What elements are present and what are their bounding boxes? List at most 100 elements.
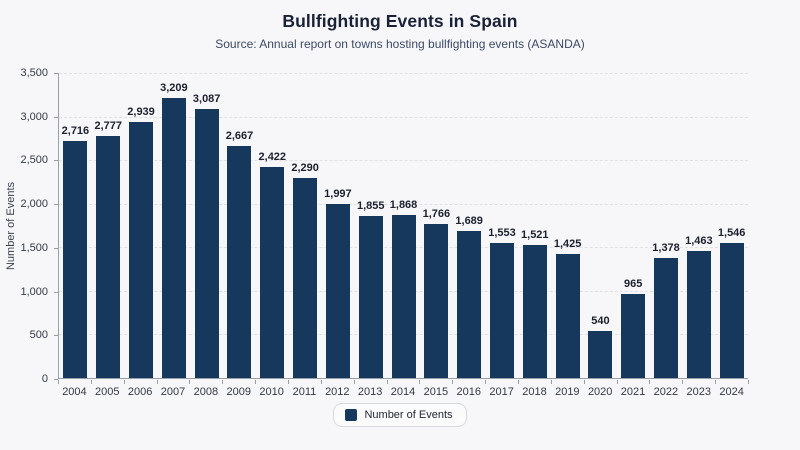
x-tick-label: 2024: [719, 386, 744, 398]
x-tick-label: 2007: [160, 386, 186, 398]
x-tick-label: 2020: [587, 386, 613, 398]
y-tick-label: 1,000: [20, 285, 48, 298]
gridline: [59, 116, 748, 118]
x-tick-label: 2021: [620, 386, 646, 398]
y-axis: 0 500 1,000 1,500 2,000 2,500 3,000 3,500: [0, 67, 58, 385]
bar-value-label: 540: [591, 314, 610, 327]
y-tick-label: 3,000: [20, 110, 48, 123]
bar-value-label: 2,939: [127, 105, 155, 118]
x-tick-label: 2018: [522, 386, 547, 398]
bar[interactable]: [588, 330, 613, 378]
legend-row: Number of Events: [0, 403, 800, 427]
bar[interactable]: [391, 215, 416, 378]
bar-value-label: 1,546: [717, 227, 746, 240]
bar-band: 3,087: [190, 73, 223, 378]
bar-value-label: 1,378: [652, 241, 680, 254]
x-tick-label: 2005: [95, 386, 120, 398]
bar-band: 965: [617, 73, 650, 378]
y-tick-label: 500: [29, 329, 48, 342]
x-tick-label: 2013: [357, 386, 383, 398]
bar[interactable]: [555, 253, 580, 378]
x-tick-mark: [386, 380, 388, 384]
x-tick-label: 2014: [390, 386, 416, 398]
gridline: [59, 73, 748, 74]
bar-band: 1,521: [518, 73, 551, 378]
bar-band: 2,777: [92, 73, 125, 378]
plot-area: 2,716 2,777 2,939 3,209 3,087 2,667 2,422 2,290…: [58, 73, 748, 379]
x-tick-mark: [485, 380, 487, 384]
x-tick-mark: [616, 380, 618, 384]
x-tick-mark: [550, 380, 552, 384]
bar[interactable]: [719, 243, 744, 378]
x-tick-label: 2017: [489, 386, 514, 398]
bar-value-label: 1,855: [356, 200, 385, 213]
x-tick-mark: [189, 380, 191, 384]
bar[interactable]: [161, 98, 186, 378]
bar[interactable]: [227, 145, 252, 378]
x-tick-label: 2022: [653, 386, 679, 398]
x-tick-mark: [255, 380, 257, 384]
bar[interactable]: [621, 293, 646, 378]
bar-value-label: 1,868: [389, 199, 418, 212]
gridline: [59, 203, 748, 205]
bar-value-label: 1,463: [685, 234, 713, 247]
bar-band: 1,855: [354, 73, 387, 378]
x-tick-label: 2011: [292, 386, 317, 398]
x-tick-labels: 2004 2005 2006 2007 2008 2009 2010 2011 2012 2013…: [58, 386, 748, 398]
bar-band: 1,766: [420, 73, 453, 378]
bar[interactable]: [63, 141, 88, 378]
legend-swatch-icon: [345, 409, 358, 421]
bar[interactable]: [654, 257, 678, 378]
bars-container: 2,716 2,777 2,939 3,209 3,087 2,667 2,422 2,290…: [59, 73, 748, 378]
bar[interactable]: [457, 230, 482, 378]
y-tick-label: 2,000: [20, 198, 48, 211]
bar-value-label: 2,290: [291, 162, 319, 175]
x-tick-label: 2016: [456, 386, 481, 398]
x-tick-mark: [288, 380, 289, 384]
x-tick-mark: [320, 380, 322, 384]
bar-band: 1,463: [682, 73, 715, 378]
bar-value-label: 1,521: [521, 229, 549, 242]
bar[interactable]: [194, 109, 219, 378]
bar-value-label: 1,553: [488, 226, 516, 239]
x-tick-mark: [518, 380, 519, 384]
bar-band: 2,422: [256, 73, 289, 378]
bar-band: 1,868: [387, 73, 420, 378]
y-tick-mark: [54, 291, 58, 293]
bar[interactable]: [424, 224, 449, 378]
bar[interactable]: [129, 121, 153, 378]
y-tick-mark: [54, 335, 58, 337]
x-tick-mark: [156, 380, 158, 384]
y-tick-mark: [54, 160, 58, 162]
x-tick-label: 2012: [325, 386, 350, 398]
bar-value-label: 2,716: [61, 125, 90, 138]
x-tick-mark: [58, 380, 59, 384]
bar[interactable]: [325, 203, 350, 378]
y-tick-label: 1,500: [20, 241, 48, 254]
bar-value-label: 2,667: [225, 129, 254, 142]
legend[interactable]: Number of Events: [333, 403, 467, 427]
bar-band: 2,290: [289, 73, 322, 378]
bar[interactable]: [96, 136, 121, 378]
bar[interactable]: [686, 250, 711, 378]
bar-value-label: 1,425: [553, 237, 582, 250]
x-tick-label: 2004: [62, 386, 87, 398]
bar-band: 3,209: [157, 73, 190, 378]
y-tick-label: 3,500: [20, 67, 48, 79]
x-tick-label: 2009: [226, 386, 251, 398]
bar[interactable]: [489, 242, 514, 378]
chart-subtitle: Source: Annual report on towns hosting b…: [215, 37, 585, 51]
x-tick-mark: [649, 380, 651, 384]
bar[interactable]: [522, 245, 547, 378]
bar[interactable]: [358, 216, 383, 378]
bar-value-label: 3,087: [192, 93, 221, 105]
x-tick-label: 2006: [127, 386, 153, 398]
bar[interactable]: [293, 178, 318, 378]
bar-band: 1,997: [322, 73, 355, 378]
bar[interactable]: [260, 166, 285, 378]
bar-value-label: 2,777: [94, 120, 122, 133]
chart-title: Bullfighting Events in Spain: [282, 11, 518, 31]
legend-label: Number of Events: [364, 409, 453, 421]
bar-band: 1,689: [453, 73, 486, 378]
y-tick-mark: [54, 116, 58, 118]
